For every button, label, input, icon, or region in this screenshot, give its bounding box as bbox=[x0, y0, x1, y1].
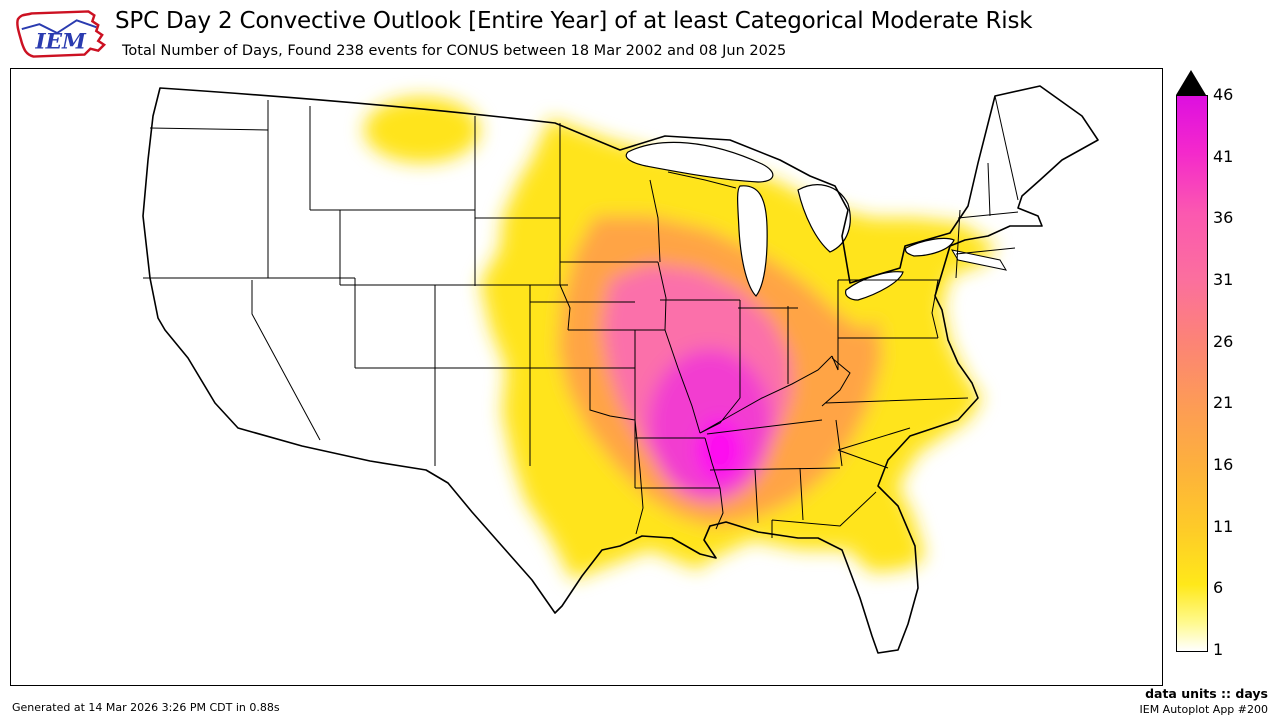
colorbar-tick: 11 bbox=[1213, 517, 1234, 536]
colorbar-tick: 21 bbox=[1213, 393, 1234, 412]
lake-huron bbox=[797, 184, 851, 253]
lake-michigan bbox=[737, 185, 768, 297]
page-subtitle: Total Number of Days, Found 238 events f… bbox=[122, 43, 787, 59]
great-lakes bbox=[625, 141, 955, 301]
colorbar-tick: 46 bbox=[1213, 85, 1234, 104]
colorbar-tick: 1 bbox=[1213, 640, 1224, 659]
lake-ontario bbox=[904, 237, 955, 257]
heat-yellow-montana-patch bbox=[364, 97, 480, 163]
colorbar-tick: 16 bbox=[1213, 455, 1234, 474]
map-frame bbox=[10, 68, 1163, 686]
data-units-label: data units :: days bbox=[1145, 686, 1268, 701]
logo-trace-line-icon bbox=[21, 19, 97, 35]
colorbar bbox=[1176, 95, 1208, 652]
iem-logo: IEM bbox=[16, 10, 107, 58]
page-title: SPC Day 2 Convective Outlook [Entire Yea… bbox=[115, 8, 1033, 34]
autoplot-app-label: IEM Autoplot App #200 bbox=[1139, 703, 1269, 716]
colorbar-tick: 26 bbox=[1213, 332, 1234, 351]
colorbar-overflow-triangle-icon bbox=[1176, 70, 1206, 95]
colorbar-tick: 36 bbox=[1213, 208, 1234, 227]
colorbar-tick: 31 bbox=[1213, 270, 1234, 289]
colorbar-tick: 6 bbox=[1213, 578, 1224, 597]
conus-map bbox=[10, 68, 1163, 686]
long-island bbox=[950, 249, 1008, 271]
colorbar-tick: 41 bbox=[1213, 147, 1234, 166]
conus-outline bbox=[142, 85, 1099, 654]
generated-timestamp: Generated at 14 Mar 2026 3:26 PM CDT in … bbox=[12, 701, 280, 714]
state-borders bbox=[143, 95, 1019, 538]
heat-magenta-core bbox=[696, 418, 744, 482]
colorbar-labels: 46 41 36 31 26 21 16 11 6 1 bbox=[1213, 86, 1253, 659]
lake-superior bbox=[625, 141, 774, 183]
logo-text: IEM bbox=[35, 30, 88, 55]
